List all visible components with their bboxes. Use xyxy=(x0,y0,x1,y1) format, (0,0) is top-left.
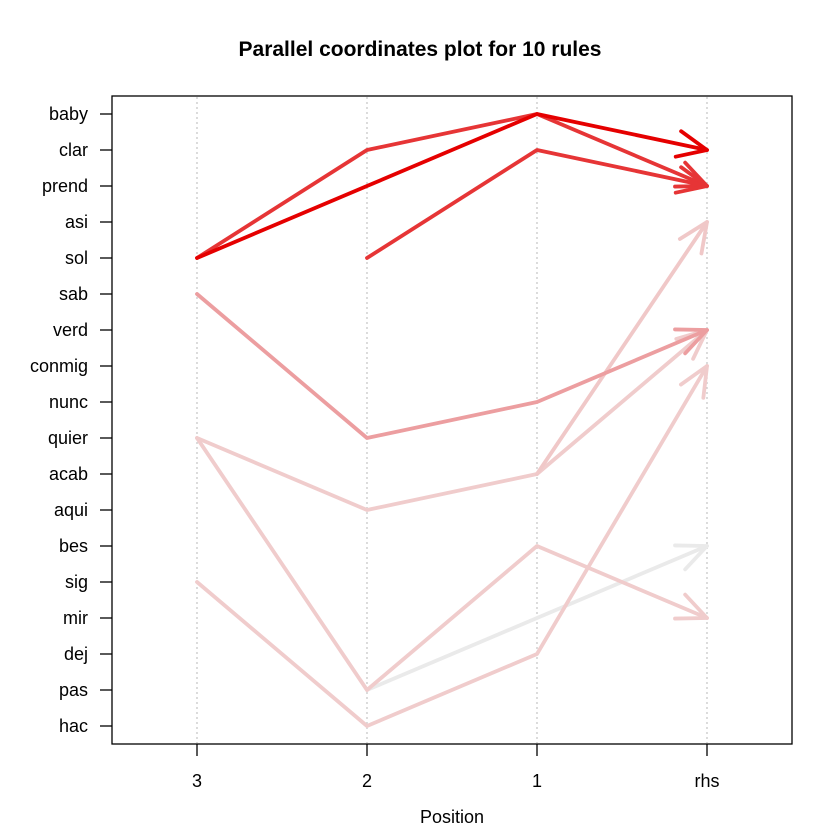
y-tick-label-acab: acab xyxy=(49,464,88,484)
y-tick-label-verd: verd xyxy=(53,320,88,340)
y-tick-label-sab: sab xyxy=(59,284,88,304)
y-tick-label-conmig: conmig xyxy=(30,356,88,376)
y-tick-label-mir: mir xyxy=(63,608,88,628)
rule-5 xyxy=(535,220,709,476)
rule-9-line xyxy=(365,544,709,692)
x-axis: 3 2 1 rhs xyxy=(192,744,720,791)
rule-1-line xyxy=(195,112,709,260)
rule-8-arrowhead xyxy=(679,364,709,400)
y-axis: baby clar prend asi sol sab verd conmig nunc quie… xyxy=(30,104,112,736)
y-tick-label-quier: quier xyxy=(48,428,88,448)
rule-9-arrowhead xyxy=(673,543,709,572)
rule-8-line xyxy=(195,364,709,728)
y-tick-label-nunc: nunc xyxy=(49,392,88,412)
rule-1 xyxy=(195,112,709,260)
y-tick-label-dej: dej xyxy=(64,644,88,664)
y-tick-label-hac: hac xyxy=(59,716,88,736)
rule-7-line xyxy=(195,436,709,692)
y-tick-label-clar: clar xyxy=(59,140,88,160)
y-tick-label-asi: asi xyxy=(65,212,88,232)
y-tick-label-prend: prend xyxy=(42,176,88,196)
y-tick-label-aqui: aqui xyxy=(54,500,88,520)
rule-6-line xyxy=(195,328,709,512)
y-tick-label-sig: sig xyxy=(65,572,88,592)
rule-2-line xyxy=(195,112,709,260)
y-tick-label-bes: bes xyxy=(59,536,88,556)
rule-3 xyxy=(365,148,709,260)
y-tick-label-baby: baby xyxy=(49,104,88,124)
rule-4-arrowhead xyxy=(673,327,709,356)
rule-9 xyxy=(365,543,709,692)
x-tick-label-1: 1 xyxy=(532,771,542,791)
rule-lines xyxy=(195,112,709,728)
rule-4 xyxy=(195,292,709,440)
rule-7 xyxy=(195,436,709,692)
rule-7-arrowhead xyxy=(673,592,709,621)
rule-3-arrowhead xyxy=(673,165,709,195)
rule-4-line xyxy=(195,292,709,440)
plot-frame xyxy=(111,95,793,745)
rule-1-arrowhead xyxy=(673,129,709,159)
y-tick-label-sol: sol xyxy=(65,248,88,268)
y-tick-label-pas: pas xyxy=(59,680,88,700)
rule-3-line xyxy=(365,148,709,260)
x-tick-label-3: 3 xyxy=(192,771,202,791)
x-axis-title: Position xyxy=(420,807,484,827)
x-tick-label-rhs: rhs xyxy=(694,771,719,791)
x-tick-label-2: 2 xyxy=(362,771,372,791)
rule-5-arrowhead xyxy=(677,220,709,256)
rule-8 xyxy=(195,364,709,728)
rule-5-line xyxy=(535,220,709,476)
chart-title: Parallel coordinates plot for 10 rules xyxy=(239,38,602,61)
